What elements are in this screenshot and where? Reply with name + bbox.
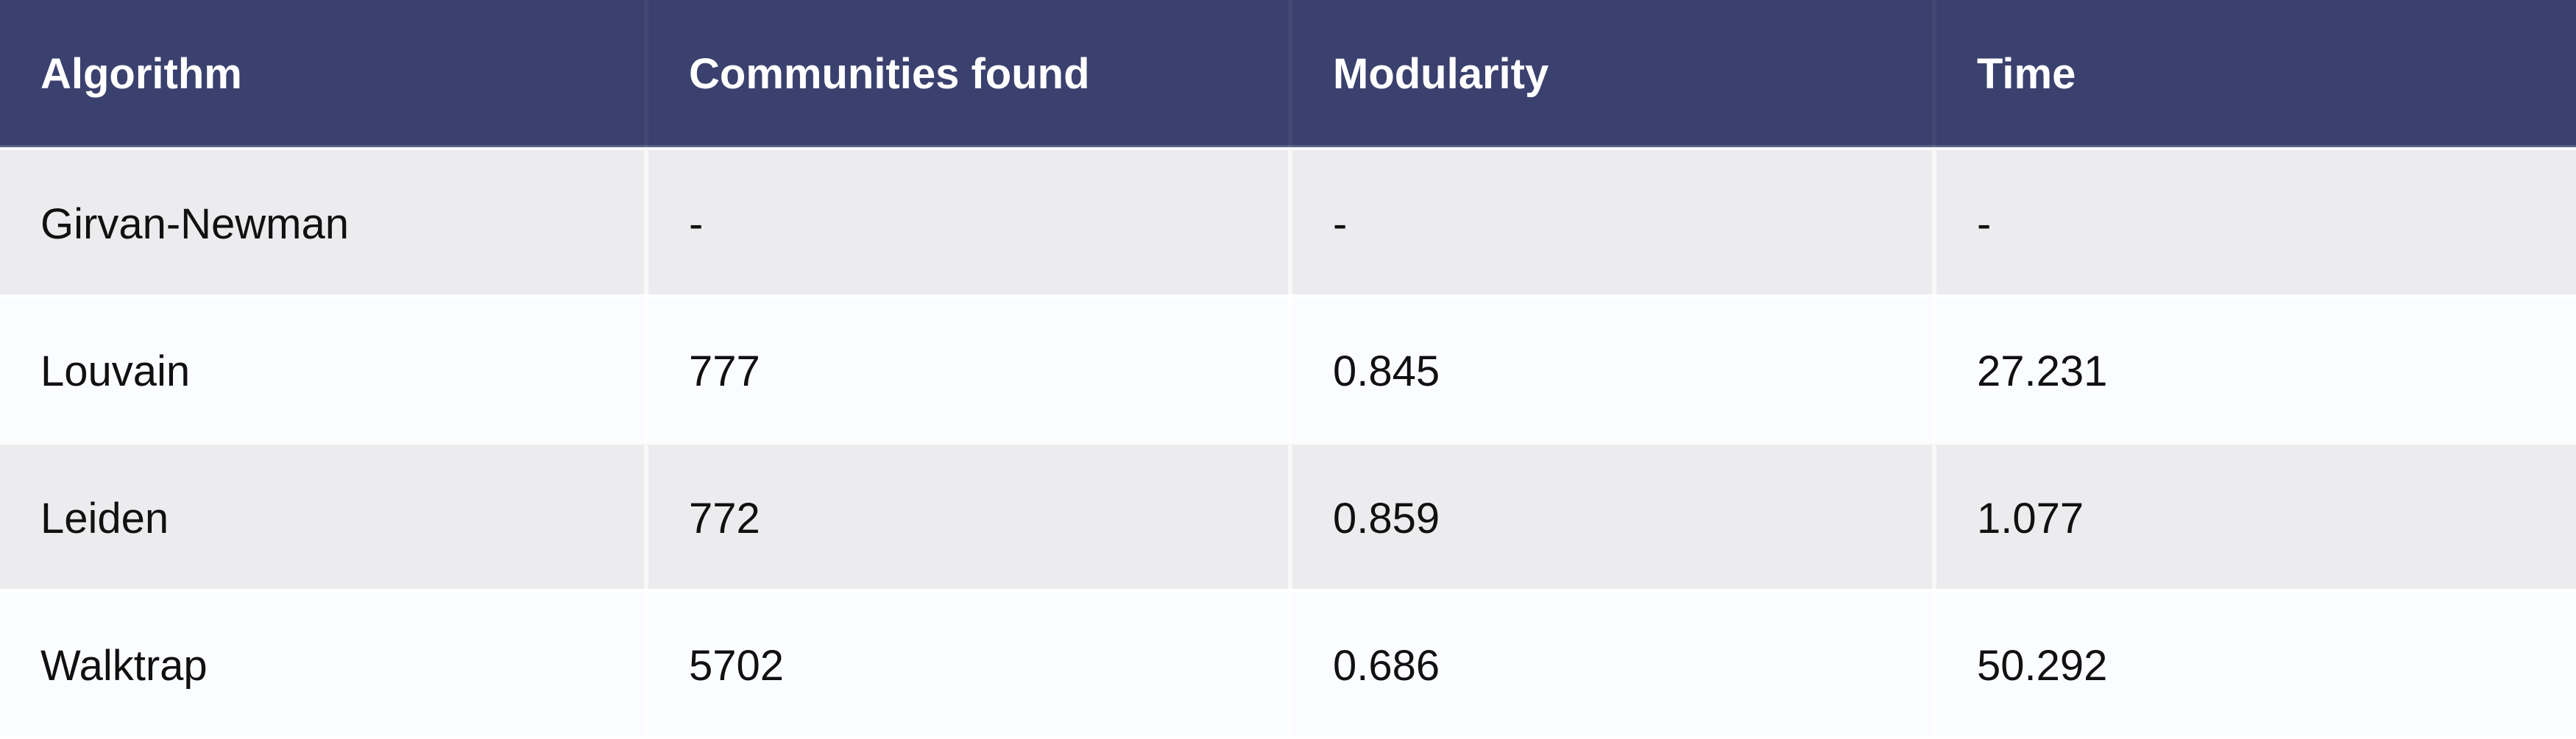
table-cell-modularity: 0.845 <box>1288 297 1932 445</box>
column-header-time: Time <box>1932 0 2576 147</box>
table-row: Girvan-Newman - - - <box>0 147 2576 297</box>
table-cell-algorithm: Girvan-Newman <box>40 199 349 248</box>
table-row: Walktrap 5702 0.686 50.292 <box>0 589 2576 739</box>
table-cell-algorithm: Louvain <box>40 347 191 395</box>
table-row: Louvain 777 0.845 27.231 <box>0 294 2576 445</box>
table-cell-time: 27.231 <box>1932 297 2576 445</box>
table-cell-communities-found: 777 <box>644 297 1288 445</box>
table-cell-time: - <box>1932 150 2576 297</box>
column-header-algorithm: Algorithm <box>40 49 242 98</box>
table-cell-communities-found: 772 <box>644 445 1288 592</box>
column-header-communities-found: Communities found <box>644 0 1288 147</box>
table-header-row: Algorithm Communities found Modularity T… <box>0 0 2576 147</box>
table-cell-communities-found: - <box>644 150 1288 297</box>
table-cell-modularity: 0.859 <box>1288 445 1932 592</box>
table-cell-time: 1.077 <box>1932 445 2576 592</box>
table-cell-modularity: - <box>1288 150 1932 297</box>
table-cell-algorithm: Leiden <box>40 494 169 542</box>
table-cell-modularity: 0.686 <box>1288 592 1932 739</box>
column-header-modularity: Modularity <box>1288 0 1932 147</box>
table-cell-communities-found: 5702 <box>644 592 1288 739</box>
table-cell-algorithm: Walktrap <box>40 641 208 690</box>
table-cell-time: 50.292 <box>1932 592 2576 739</box>
table-row: Leiden 772 0.859 1.077 <box>0 442 2576 592</box>
